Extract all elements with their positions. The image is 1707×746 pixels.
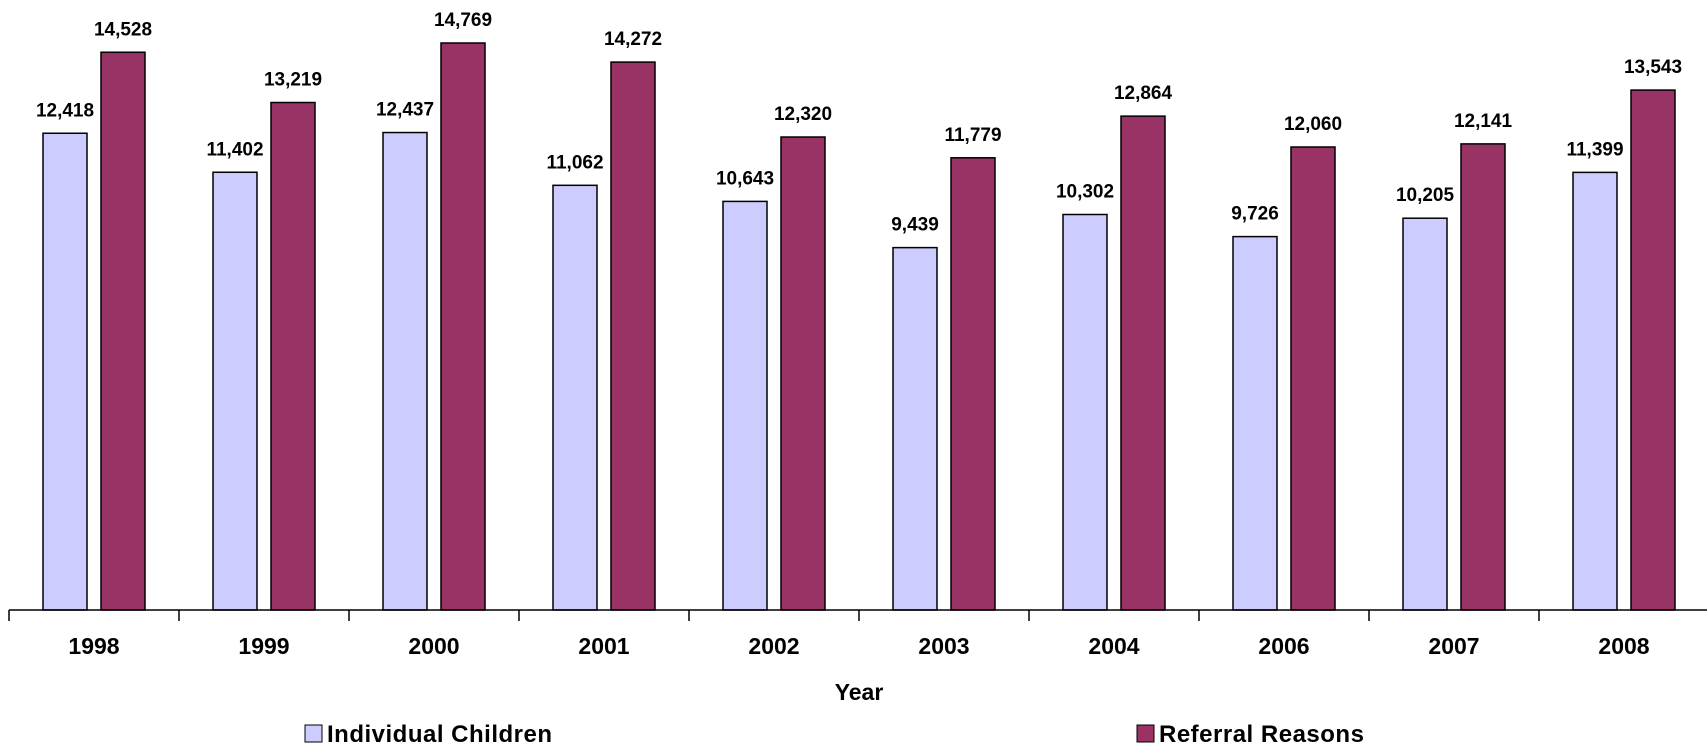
data-label-referral-reasons-2003: 11,779 <box>944 125 1001 146</box>
x-tick-label-2002: 2002 <box>748 633 799 659</box>
value-labels-layer: 12,418 14,528 11,402 13,219 12,437 14,769 11,0… <box>36 10 1682 236</box>
data-label-referral-reasons-2000: 14,769 <box>434 10 492 31</box>
bar-individual-children-2001 <box>552 184 598 611</box>
bar-individual-children-2006 <box>1232 235 1278 611</box>
x-tick-label-2008: 2008 <box>1598 633 1649 659</box>
x-tick-label-2004: 2004 <box>1088 633 1139 659</box>
bar-individual-children-2003 <box>892 246 938 611</box>
data-label-individual-children-2000: 12,437 <box>376 100 434 121</box>
bar-referral-reasons-2000 <box>440 42 486 611</box>
x-axis-title: Year <box>835 679 884 705</box>
x-axis-tick-labels: 1998 1999 2000 2001 2002 2003 2004 2006 2007 2008 <box>68 633 1649 659</box>
legend-swatch-individual-children <box>304 724 323 743</box>
data-label-individual-children-2001: 11,062 <box>546 152 603 173</box>
data-label-referral-reasons-1999: 13,219 <box>264 70 322 91</box>
bar-referral-reasons-1998 <box>100 51 146 611</box>
data-label-individual-children-2007: 10,205 <box>1396 185 1455 206</box>
data-label-individual-children-2003: 9,439 <box>891 215 939 236</box>
x-tick-label-1999: 1999 <box>238 633 289 659</box>
bar-referral-reasons-2007 <box>1460 143 1506 611</box>
data-label-referral-reasons-2008: 13,543 <box>1624 57 1682 78</box>
data-label-individual-children-2004: 10,302 <box>1056 181 1114 202</box>
bar-referral-reasons-2004 <box>1120 115 1166 611</box>
bars-layer <box>42 42 1676 611</box>
bar-individual-children-1998 <box>42 132 88 611</box>
bar-referral-reasons-2001 <box>610 61 656 611</box>
data-label-individual-children-2006: 9,726 <box>1231 204 1279 225</box>
bar-referral-reasons-2003 <box>950 157 996 611</box>
data-label-referral-reasons-2002: 12,320 <box>774 104 832 125</box>
x-tick-label-2003: 2003 <box>918 633 969 659</box>
x-tick-label-2007: 2007 <box>1428 633 1479 659</box>
bar-individual-children-1999 <box>212 171 258 611</box>
data-label-referral-reasons-2004: 12,864 <box>1114 83 1173 104</box>
data-label-individual-children-2002: 10,643 <box>716 168 774 189</box>
data-label-referral-reasons-2007: 12,141 <box>1454 111 1513 132</box>
bar-referral-reasons-2006 <box>1290 146 1336 611</box>
x-tick-label-1998: 1998 <box>68 633 119 659</box>
bar-individual-children-2004 <box>1062 213 1108 611</box>
bar-referral-reasons-2002 <box>780 136 826 611</box>
x-tick-label-2006: 2006 <box>1258 633 1309 659</box>
x-tick-label-2001: 2001 <box>578 633 629 659</box>
bar-referral-reasons-1999 <box>270 101 316 611</box>
data-label-individual-children-1999: 11,402 <box>206 139 263 160</box>
data-label-referral-reasons-2001: 14,272 <box>604 29 662 50</box>
legend-label-individual-children: Individual Children <box>327 721 553 746</box>
bar-individual-children-2008 <box>1572 171 1618 611</box>
legend-swatch-referral-reasons <box>1136 724 1155 743</box>
bar-individual-children-2007 <box>1402 217 1448 611</box>
bar-referral-reasons-2008 <box>1630 89 1676 611</box>
legend-label-referral-reasons: Referral Reasons <box>1159 721 1364 746</box>
data-label-individual-children-2008: 11,399 <box>1566 139 1623 160</box>
data-label-referral-reasons-1998: 14,528 <box>94 19 152 40</box>
x-tick-label-2000: 2000 <box>408 633 459 659</box>
data-label-referral-reasons-2006: 12,060 <box>1284 114 1342 135</box>
data-label-individual-children-1998: 12,418 <box>36 100 94 121</box>
x-axis-ticks <box>8 610 1540 621</box>
legend: Individual Children Referral Reasons <box>304 721 1364 746</box>
bar-individual-children-2002 <box>722 200 768 611</box>
bar-individual-children-2000 <box>382 131 428 611</box>
